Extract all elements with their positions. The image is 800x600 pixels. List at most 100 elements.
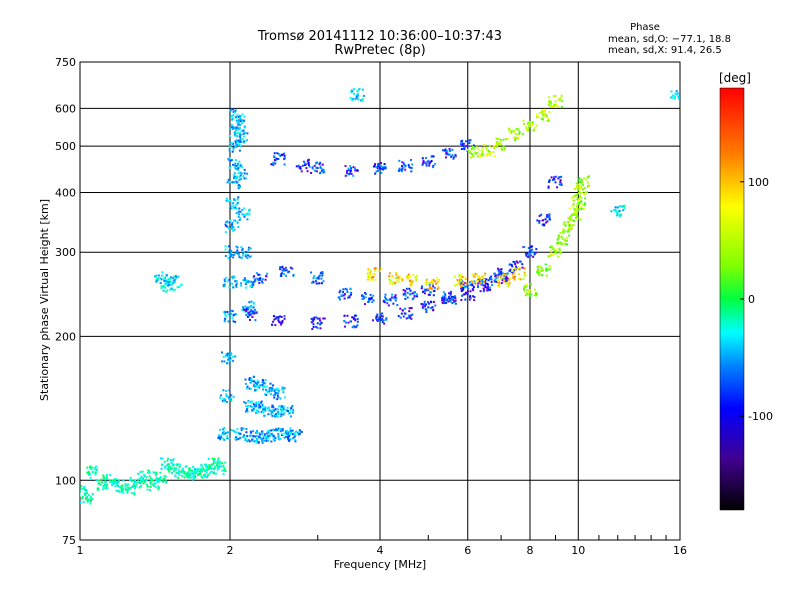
echo-point	[90, 497, 93, 500]
echo-point	[230, 223, 233, 226]
echo-point	[160, 285, 163, 288]
echo-point	[343, 297, 346, 300]
echo-point	[556, 238, 559, 241]
echo-point	[238, 127, 241, 130]
y-tick-label: 100	[55, 474, 76, 487]
echo-point	[496, 276, 499, 279]
echo-point	[345, 174, 348, 177]
echo-point	[575, 182, 578, 185]
echo-point	[383, 296, 386, 299]
echo-point	[430, 155, 433, 158]
echo-point	[139, 477, 142, 480]
echo-point	[241, 248, 244, 251]
echo-point	[583, 187, 586, 190]
echo-point	[237, 127, 240, 130]
echo-point	[102, 474, 105, 477]
echo-point	[513, 278, 516, 281]
echo-point	[542, 116, 545, 119]
echo-point	[349, 320, 352, 323]
echo-point	[318, 317, 321, 320]
echo-point	[316, 161, 319, 164]
echo-point	[97, 479, 100, 482]
echo-point	[474, 282, 477, 285]
echo-point	[109, 480, 112, 483]
echo-point	[216, 468, 219, 471]
echo-point	[199, 470, 202, 473]
echo-point	[274, 437, 277, 440]
echo-point	[404, 168, 407, 171]
echo-point	[243, 215, 246, 218]
echo-point	[523, 290, 526, 293]
echo-point	[227, 396, 230, 399]
echo-point	[321, 272, 324, 275]
echo-point	[157, 488, 160, 491]
echo-point	[261, 378, 264, 381]
echo-point	[265, 439, 268, 442]
echo-point	[230, 253, 233, 256]
data-point	[229, 280, 231, 283]
echo-point	[362, 94, 365, 97]
echo-point	[174, 468, 177, 471]
echo-point	[291, 411, 294, 414]
echo-point	[303, 164, 306, 167]
echo-point	[288, 438, 291, 441]
echo-point	[380, 319, 383, 322]
echo-point	[350, 293, 353, 296]
echo-point	[244, 382, 247, 385]
echo-point	[538, 221, 541, 224]
echo-point	[382, 300, 385, 303]
data-point	[239, 171, 242, 174]
echo-point	[548, 96, 551, 99]
echo-point	[175, 471, 178, 474]
echo-point	[457, 274, 460, 277]
echo-point	[499, 274, 502, 277]
echo-point	[280, 323, 283, 326]
echo-point	[229, 127, 232, 130]
echo-point	[400, 312, 403, 315]
echo-point	[375, 170, 378, 173]
echo-point	[485, 148, 488, 151]
echo-point	[407, 165, 410, 168]
echo-point	[229, 165, 232, 168]
echo-point	[414, 276, 417, 279]
echo-point	[318, 172, 321, 175]
echo-point	[96, 468, 99, 471]
echo-point	[548, 213, 551, 216]
echo-point	[453, 155, 456, 158]
echo-point	[315, 162, 318, 165]
echo-point	[338, 291, 341, 294]
echo-point	[481, 153, 484, 156]
echo-point	[554, 103, 557, 106]
echo-point	[240, 172, 243, 175]
echo-point	[364, 292, 367, 295]
echo-point	[239, 436, 242, 439]
echo-point	[562, 242, 565, 245]
echo-point	[283, 396, 286, 399]
echo-point	[434, 304, 437, 307]
echo-point	[535, 294, 538, 297]
echo-point	[569, 218, 572, 221]
echo-point	[280, 388, 283, 391]
echo-point	[511, 265, 514, 268]
echo-point	[501, 148, 504, 151]
data-point	[127, 487, 130, 490]
echo-point	[273, 396, 276, 399]
echo-point	[441, 299, 444, 302]
echo-point	[472, 295, 475, 298]
echo-point	[213, 472, 216, 475]
echo-point	[255, 272, 258, 275]
echo-point	[384, 297, 387, 300]
echo-point	[531, 123, 534, 126]
echo-point	[232, 395, 235, 398]
echo-point	[257, 401, 260, 404]
echo-point	[558, 247, 561, 250]
echo-point	[394, 294, 397, 297]
echo-point	[245, 314, 248, 317]
echo-point	[256, 382, 259, 385]
echo-point	[539, 265, 542, 268]
echo-point	[239, 123, 242, 126]
echo-point	[245, 431, 248, 434]
echo-point	[280, 405, 283, 408]
echo-point	[222, 400, 225, 403]
echo-point	[575, 186, 578, 189]
